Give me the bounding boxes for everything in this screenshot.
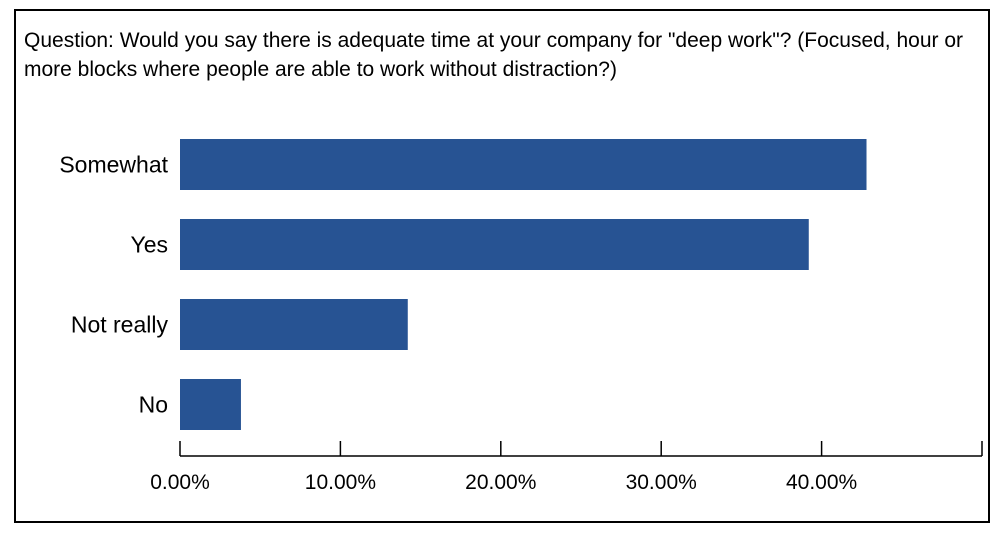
bar-somewhat [180,139,867,190]
x-tick-label-3: 30.00% [626,471,697,494]
x-tick-label-0: 0.00% [150,471,210,494]
bar-not-really [180,299,408,350]
bar-yes [180,219,809,270]
chart-title: Question: Would you say there is adequat… [24,29,964,81]
category-label-somewhat: Somewhat [59,152,168,178]
category-label-yes: Yes [130,232,168,258]
category-label-no: No [139,392,168,418]
x-tick-label-2: 20.00% [465,471,536,494]
x-tick-label-4: 40.00% [786,471,857,494]
category-label-not-really: Not really [71,312,169,338]
bar-no [180,379,241,430]
x-tick-label-1: 10.00% [305,471,376,494]
